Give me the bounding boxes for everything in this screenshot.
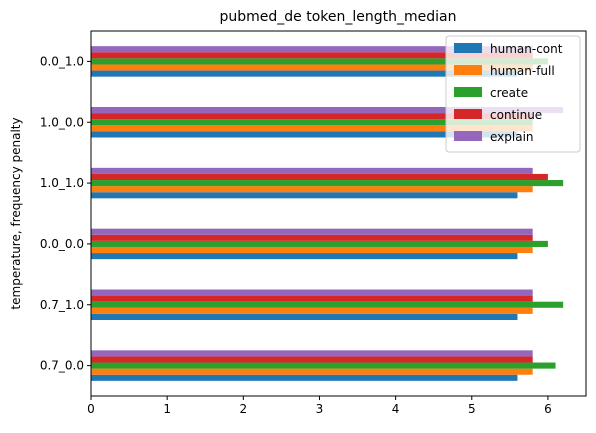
- legend: human-cont human-full create continue explai…: [445, 35, 581, 153]
- y-axis-label: temperature, frequency penalty: [9, 117, 23, 309]
- x-tick-label: 0: [87, 402, 95, 416]
- legend-swatch-human-full: [454, 65, 482, 75]
- bar-explain-1.0_1.0: [91, 167, 533, 174]
- x-tick-label: 1: [163, 402, 171, 416]
- bar-create-1.0_0.0: [91, 119, 533, 126]
- bar-continue-0.0_1.0: [91, 52, 533, 59]
- bar-human-full-0.0_0.0: [91, 246, 533, 254]
- legend-swatch-explain: [454, 131, 482, 141]
- bar-human-cont-0.0_0.0: [91, 253, 518, 260]
- bar-human-cont-0.7_1.0: [91, 313, 518, 320]
- bar-continue-0.7_0.0: [91, 356, 533, 363]
- legend-swatch-human-cont: [454, 43, 482, 53]
- legend-label-continue: continue: [490, 108, 542, 122]
- x-tick-label: 4: [392, 402, 400, 416]
- bar-create-1.0_1.0: [91, 180, 564, 187]
- y-tick-label: 1.0_0.0: [40, 115, 84, 129]
- bar-create-0.7_0.0: [91, 362, 556, 369]
- legend-swatch-continue: [454, 109, 482, 119]
- legend-label-human-full: human-full: [490, 64, 555, 78]
- y-axis: 0.7_0.0 0.7_1.0 0.0_0.0 1.0_1.0 1.0_0.0 0.0_1…: [40, 54, 91, 373]
- y-tick-label: 0.0_0.0: [40, 237, 84, 251]
- bar-human-full-0.7_1.0: [91, 307, 533, 314]
- bars-group: [91, 46, 564, 381]
- bar-human-cont-0.7_0.0: [91, 374, 518, 381]
- x-tick-label: 2: [239, 402, 247, 416]
- legend-label-human-cont: human-cont: [490, 42, 563, 56]
- bar-explain-0.0_0.0: [91, 228, 533, 235]
- bar-explain-1.0_0.0: [91, 107, 564, 114]
- bar-continue-1.0_0.0: [91, 113, 533, 120]
- chart-title: pubmed_de token_length_median: [220, 9, 457, 25]
- bar-explain-0.7_1.0: [91, 289, 533, 296]
- bar-continue-1.0_1.0: [91, 173, 548, 181]
- bar-create-0.0_1.0: [91, 58, 548, 65]
- bar-continue-0.0_0.0: [91, 234, 533, 241]
- bar-human-cont-0.0_1.0: [91, 70, 518, 77]
- legend-label-create: create: [490, 86, 528, 100]
- x-axis: 0 1 2 3 4 5 6: [87, 396, 552, 416]
- bar-explain-0.7_0.0: [91, 350, 533, 357]
- y-tick-label: 0.0_1.0: [40, 54, 84, 68]
- bar-human-full-0.7_0.0: [91, 368, 533, 375]
- bar-human-full-0.0_1.0: [91, 64, 533, 71]
- y-tick-label: 1.0_1.0: [40, 176, 84, 190]
- bar-human-full-1.0_0.0: [91, 125, 533, 132]
- y-tick-label: 0.7_1.0: [40, 298, 84, 312]
- bar-create-0.7_1.0: [91, 301, 564, 308]
- y-tick-label: 0.7_0.0: [40, 359, 84, 373]
- bar-create-0.0_0.0: [91, 240, 548, 247]
- bar-human-cont-1.0_0.0: [91, 131, 518, 138]
- x-tick-label: 6: [544, 402, 552, 416]
- bar-explain-0.0_1.0: [91, 46, 533, 53]
- legend-swatch-create: [454, 87, 482, 97]
- bar-continue-0.7_1.0: [91, 295, 533, 302]
- bar-human-full-1.0_1.0: [91, 186, 533, 193]
- plot-frame: [90, 30, 587, 397]
- x-tick-label: 3: [316, 402, 324, 416]
- legend-label-explain: explain: [490, 130, 534, 144]
- x-tick-label: 5: [468, 402, 476, 416]
- bar-human-cont-1.0_1.0: [91, 192, 518, 199]
